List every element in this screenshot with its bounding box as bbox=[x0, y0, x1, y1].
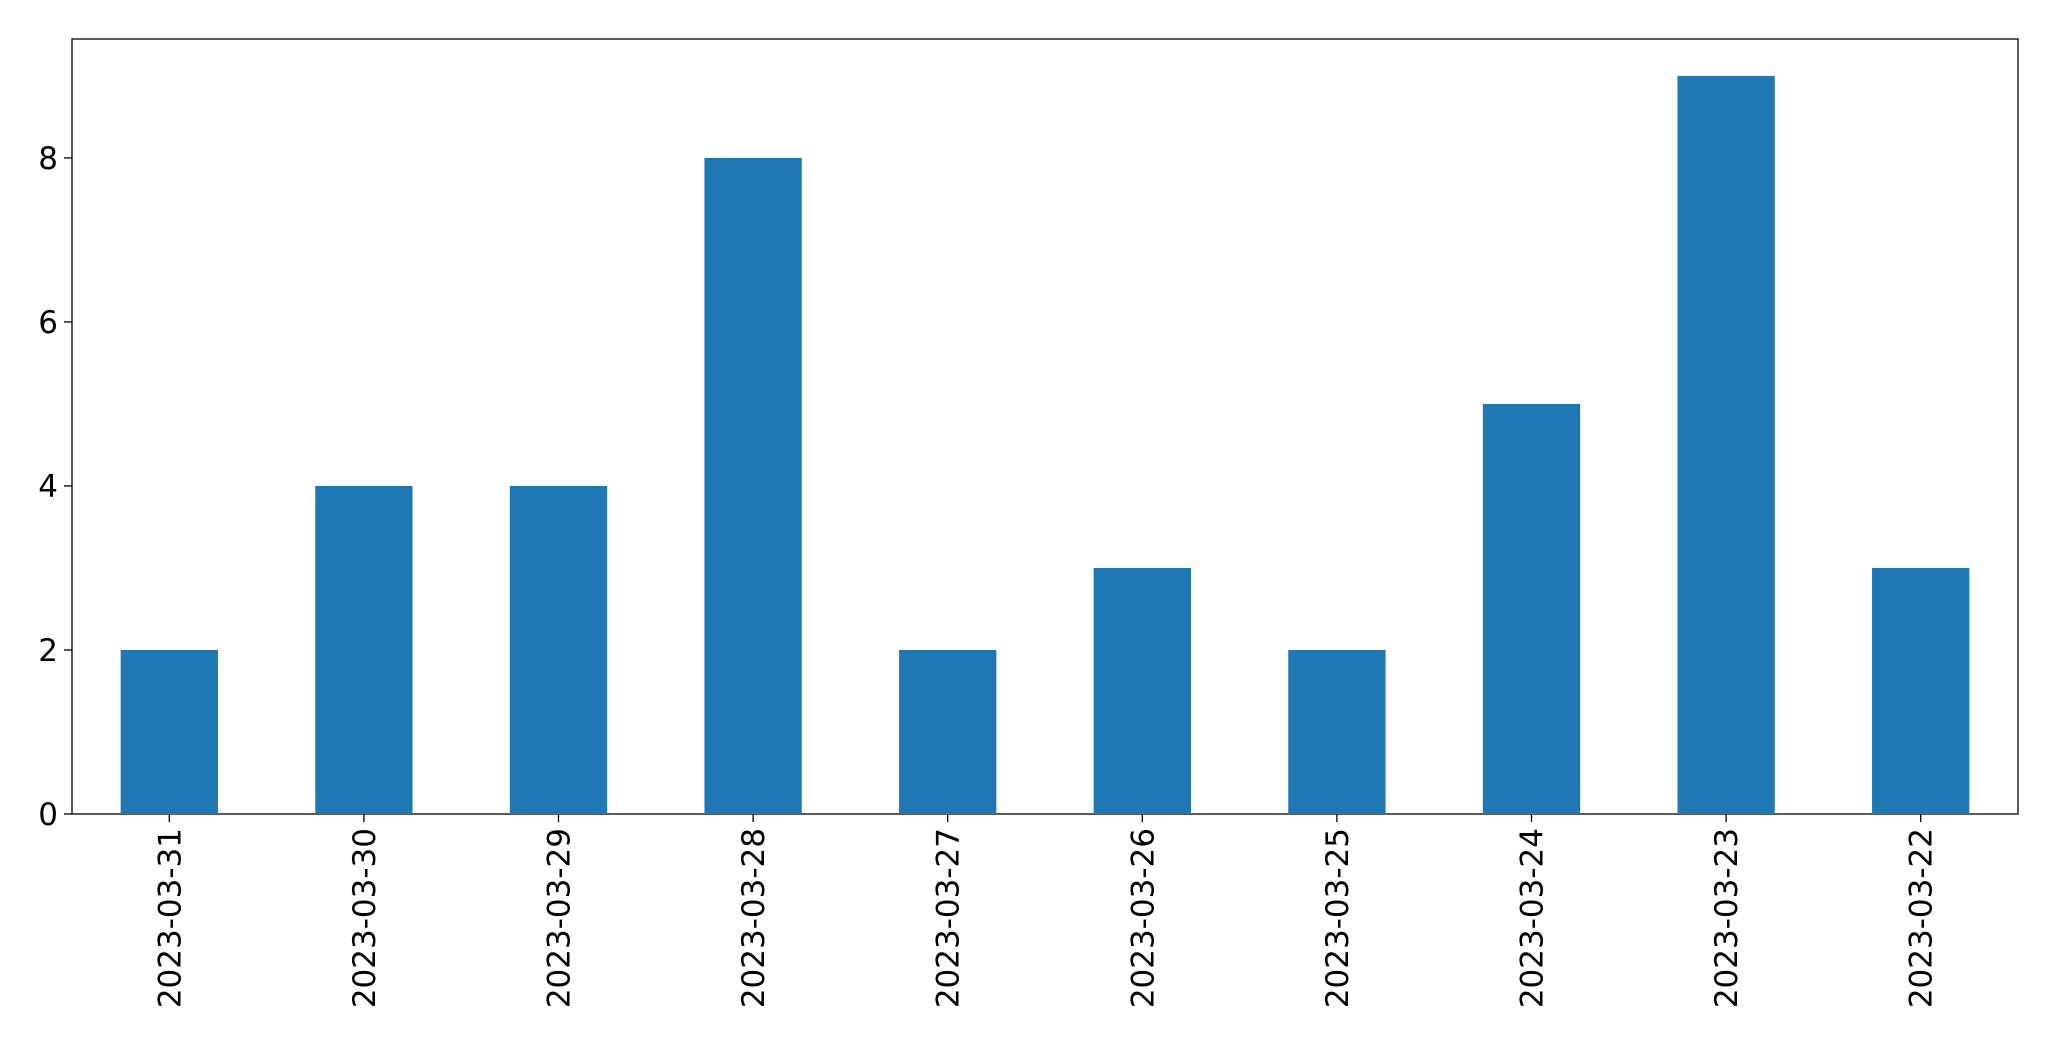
y-tick-label: 8 bbox=[38, 141, 58, 177]
bar bbox=[1093, 567, 1191, 814]
bar bbox=[1677, 75, 1775, 814]
x-tick-label: 2023-03-31 bbox=[152, 828, 188, 1008]
x-tick-label: 2023-03-23 bbox=[1709, 828, 1745, 1008]
x-tick-label: 2023-03-25 bbox=[1320, 828, 1356, 1008]
bar bbox=[1872, 567, 1970, 814]
bar bbox=[704, 157, 802, 814]
plot-frame bbox=[71, 38, 2019, 815]
y-tick-label: 2 bbox=[38, 633, 58, 669]
x-tick-label: 2023-03-29 bbox=[542, 828, 578, 1008]
x-tick-label: 2023-03-26 bbox=[1125, 828, 1161, 1008]
bar bbox=[899, 649, 997, 814]
bar bbox=[1482, 403, 1581, 814]
x-tick-label: 2023-03-22 bbox=[1904, 828, 1940, 1008]
y-tick-label: 0 bbox=[38, 797, 58, 833]
x-tick-label: 2023-03-24 bbox=[1515, 828, 1551, 1008]
y-tick-label: 6 bbox=[38, 305, 58, 341]
x-tick-label: 2023-03-27 bbox=[931, 828, 967, 1008]
bar bbox=[315, 485, 413, 814]
x-tick-label: 2023-03-30 bbox=[347, 828, 383, 1008]
y-tick-label: 4 bbox=[38, 469, 58, 505]
bar bbox=[120, 649, 218, 814]
x-tick-label: 2023-03-28 bbox=[736, 828, 772, 1008]
bar bbox=[509, 485, 608, 814]
bar bbox=[1288, 649, 1386, 814]
